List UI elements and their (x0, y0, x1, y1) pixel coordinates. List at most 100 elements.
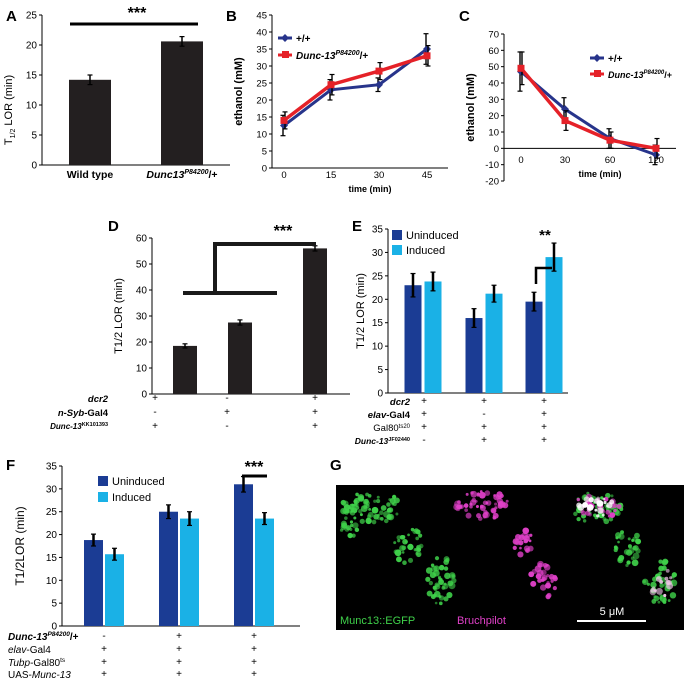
b-y-tick-label: 0 (262, 164, 267, 175)
b-y-tick-label: 15 (256, 113, 267, 124)
g-punctum-merge-green (610, 494, 614, 498)
g-punctum-egfp (434, 601, 438, 605)
d-row-label-nsyb: n-Syb-Gal4 (58, 408, 109, 419)
g-punctum-merge-magenta (616, 503, 622, 509)
g-punctum-merge-white (597, 507, 604, 514)
g-punctum-brp (541, 574, 548, 581)
g-punctum-merge-white (649, 588, 657, 596)
g-punctum-brp (543, 564, 551, 571)
f-y-tick-label: 35 (46, 462, 58, 473)
g-punctum-merge-white (669, 576, 673, 580)
f-row-label-uas: UAS-Munc-13 (8, 670, 71, 678)
g-punctum-brp (540, 569, 547, 576)
e-bar-uninduced (465, 318, 483, 393)
g-punctum-merge-magenta (605, 509, 611, 515)
g-punctum-brp (514, 538, 521, 546)
g-punctum-merge-green (627, 544, 632, 548)
g-punctum-egfp (377, 513, 380, 517)
g-punctum-egfp (425, 576, 431, 582)
g-punctum-egfp (415, 551, 422, 558)
e-legend: Uninduced Induced (392, 230, 459, 257)
e-y-axis-title: T1/2 LOR (min) (355, 273, 367, 349)
g-punctum-merge-white (663, 593, 667, 598)
f-y-tick-label: 0 (51, 622, 57, 633)
g-punctum-egfp (438, 595, 442, 599)
g-punctum-brp (519, 546, 522, 550)
f-bar-uninduced (234, 484, 253, 626)
e-bar-induced (545, 257, 563, 393)
d-y-tick-label: 20 (136, 338, 148, 349)
g-punctum-merge-white (655, 587, 663, 595)
g-punctum-egfp (353, 516, 357, 520)
g-punctum-egfp (426, 590, 433, 597)
g-punctum-merge-magenta (609, 512, 616, 519)
g-punctum-merge-white (602, 497, 606, 501)
c-series-line (519, 67, 657, 151)
a-y-tick-label: 25 (26, 11, 38, 22)
a-bar (161, 41, 203, 165)
e-row-label-gal80: Gal80ts20 (373, 423, 410, 434)
g-punctum-merge-green (617, 557, 623, 562)
g-punctum-merge-green (618, 533, 625, 540)
g-punctum-egfp (434, 556, 440, 561)
f-genotype-table: Dunc-13P84200/+ elav-Gal4 Tubp-Gal80ts U… (8, 631, 257, 678)
g-punctum-merge-green (658, 565, 664, 572)
c-point-mut (517, 64, 525, 72)
g-punctum-merge-white (659, 580, 664, 584)
b-series-line (283, 47, 428, 127)
b-legend: +/+ Dunc-13P84200/+ (278, 34, 368, 62)
g-punctum-brp (475, 505, 479, 509)
d-cell: + (152, 421, 158, 432)
f-row-label-tubp: Tubp-Gal80ts (8, 657, 66, 669)
e-cell: + (541, 396, 547, 407)
g-punctum-merge-white (652, 586, 656, 590)
g-punctum-egfp (366, 517, 370, 521)
g-punctum-brp (523, 535, 530, 542)
f-row-label-dunc13: Dunc-13P84200/+ (8, 631, 79, 643)
d-bar (228, 322, 252, 394)
d-genotype-table: dcr2 n-Syb-Gal4 Dunc-13KK101393 + - + - … (50, 393, 318, 432)
a-chart: 0 5 10 15 20 25 *** (26, 5, 230, 172)
g-punctum-brp (494, 502, 498, 506)
g-punctum-egfp (413, 548, 417, 552)
g-punctum-brp (464, 508, 468, 512)
g-punctum-egfp (451, 574, 456, 579)
a-y-tick-label: 20 (26, 41, 38, 52)
g-punctum-egfp (384, 518, 389, 524)
g-punctum-brp (545, 594, 551, 600)
g-punctum-egfp (392, 501, 397, 507)
g-punctum-egfp (391, 494, 397, 499)
g-punctum-egfp (445, 558, 450, 563)
b-series-line (282, 54, 428, 122)
c-y-tick-label: 20 (488, 111, 499, 122)
c-legend-marker-mut (594, 70, 601, 77)
panel-letter-b: B (226, 8, 237, 25)
a-y-tick-label: 5 (31, 131, 37, 142)
g-punctum-merge-green (635, 538, 642, 545)
g-punctum-merge-green (651, 599, 657, 604)
g-punctum-egfp (444, 572, 451, 580)
c-legend: +/+ Dunc-13P84200/+ (590, 54, 672, 80)
g-punctum-brp (465, 492, 469, 496)
g-punctum-egfp (434, 583, 441, 590)
g-punctum-merge-green (642, 579, 646, 584)
g-punctum-egfp (358, 495, 365, 502)
e-genotype-table: dcr2 elav-Gal4 Gal80ts20 Dunc-13JF02440 … (355, 396, 547, 446)
g-punctum-egfp (407, 533, 410, 537)
g-punctum-egfp (347, 506, 354, 514)
g-punctum-merge-green (623, 549, 630, 555)
b-x-tick-label: 45 (422, 170, 433, 181)
f-y-tick-label: 10 (46, 576, 58, 587)
g-punctum-brp (552, 586, 557, 591)
f-row-label-elav: elav-Gal4 (8, 645, 51, 656)
e-y-tick-label: 0 (377, 389, 383, 400)
c-point-wt (652, 150, 660, 159)
c-y-tick-label: 50 (488, 62, 499, 73)
g-punctum-egfp (379, 510, 384, 516)
e-row-label-dunc13: Dunc-13JF02440 (355, 436, 410, 446)
g-punctum-merge-green (576, 516, 581, 522)
e-row-label-dcr2: dcr2 (390, 397, 411, 408)
g-punctum-egfp (344, 516, 348, 520)
g-punctum-egfp (418, 533, 423, 538)
